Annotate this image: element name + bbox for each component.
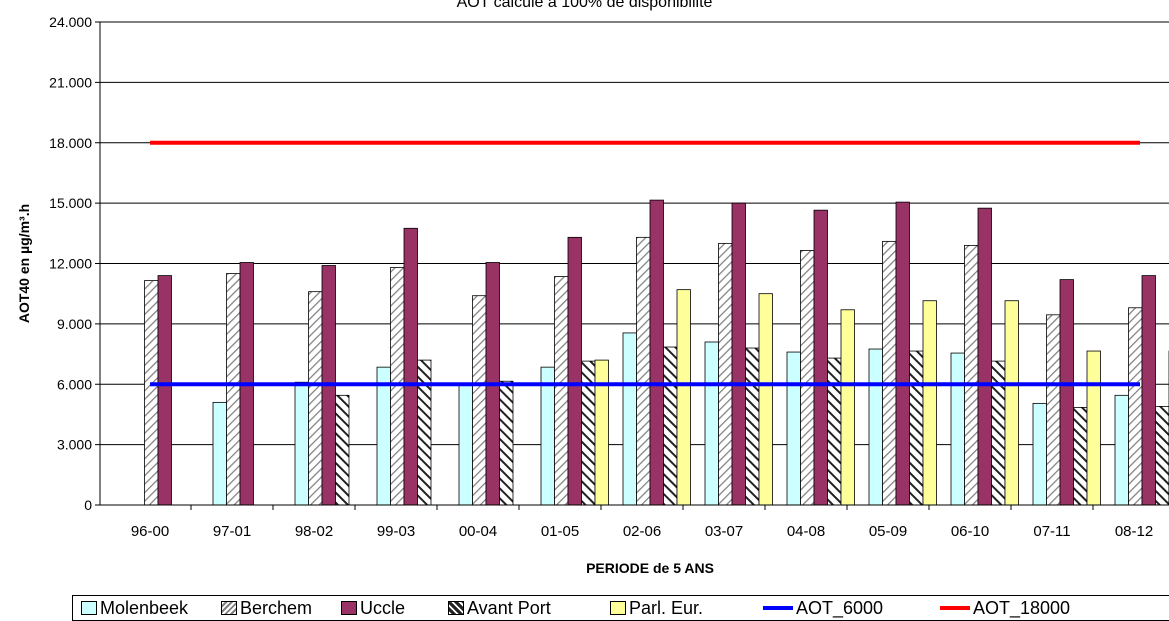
bar-molenbeek xyxy=(705,342,719,505)
bar-uccle xyxy=(650,200,664,505)
legend-label: AOT_6000 xyxy=(796,598,883,619)
bar-parl-eur- xyxy=(923,301,937,505)
x-tick-label: 03-07 xyxy=(705,523,743,540)
bar-molenbeek xyxy=(377,367,391,505)
y-tick-label: 15.000 xyxy=(49,195,92,211)
legend-label: Avant Port xyxy=(467,598,551,619)
legend-label: Parl. Eur. xyxy=(629,598,703,619)
legend-line xyxy=(763,606,793,610)
legend-item-avant-port: Avant Port xyxy=(448,597,551,619)
bar-berchem xyxy=(719,243,733,505)
legend: Molenbeek Berchem Uccle Avant Port Parl. Eur… xyxy=(72,595,1169,621)
legend-item-uccle: Uccle xyxy=(341,597,405,619)
x-tick-label: 99-03 xyxy=(377,523,415,540)
legend-item-molenbeek: Molenbeek xyxy=(81,597,188,619)
bar-molenbeek xyxy=(869,349,883,505)
y-tick-label: 24.000 xyxy=(49,14,92,30)
chart-area: 0 3.000 6.000 9.000 12.000 15.000 18.000 21.000… xyxy=(0,0,1169,595)
bar-berchem xyxy=(227,274,241,505)
bar-parl-eur- xyxy=(677,290,691,505)
bar-avant-port xyxy=(418,360,432,505)
bar-uccle xyxy=(978,208,992,505)
bar-berchem xyxy=(1129,308,1143,505)
x-tick-label: 98-02 xyxy=(295,523,333,540)
legend-item-berchem: Berchem xyxy=(221,597,312,619)
bar-uccle xyxy=(1060,280,1074,505)
legend-label: Berchem xyxy=(240,598,312,619)
legend-label: Uccle xyxy=(360,598,405,619)
legend-label: Molenbeek xyxy=(100,598,188,619)
legend-swatch xyxy=(610,601,626,615)
bar-molenbeek xyxy=(1033,403,1047,505)
bar-molenbeek xyxy=(623,333,637,505)
x-tick-label: 01-05 xyxy=(541,523,579,540)
x-tick-label: 00-04 xyxy=(459,523,497,540)
y-tick-label: 9.000 xyxy=(57,316,92,332)
bar-molenbeek xyxy=(951,353,965,505)
bar-berchem xyxy=(883,241,897,505)
bar-berchem xyxy=(965,245,979,505)
legend-swatch xyxy=(81,601,97,615)
bar-uccle xyxy=(732,203,746,505)
x-tick-label: 96-00 xyxy=(131,523,169,540)
bar-berchem xyxy=(637,237,651,505)
bar-parl-eur- xyxy=(759,294,773,505)
legend-item-aot-18000: AOT_18000 xyxy=(940,597,1070,619)
bar-uccle xyxy=(814,210,828,505)
y-tick-label: 18.000 xyxy=(49,135,92,151)
x-tick-label: 06-10 xyxy=(951,523,989,540)
bar-berchem xyxy=(801,250,815,505)
bar-avant-port xyxy=(746,348,760,505)
bar-molenbeek xyxy=(541,367,555,505)
bar-parl-eur- xyxy=(1087,351,1101,505)
bar-berchem xyxy=(145,281,159,505)
bar-molenbeek xyxy=(787,352,801,505)
bar-uccle xyxy=(896,202,910,505)
x-tick-label: 08-12 xyxy=(1115,523,1153,540)
bar-uccle xyxy=(568,237,582,505)
bar-parl-eur- xyxy=(841,310,855,505)
y-tick-label: 12.000 xyxy=(49,256,92,272)
bar-avant-port xyxy=(664,347,678,505)
bar-molenbeek xyxy=(1115,395,1129,505)
bar-berchem xyxy=(391,268,405,505)
legend-label: AOT_18000 xyxy=(973,598,1070,619)
y-axis-title: AOT40 en µg/m³.h xyxy=(16,204,32,323)
bar-berchem xyxy=(1047,315,1061,505)
bar-avant-port xyxy=(1156,406,1169,505)
bar-berchem xyxy=(473,296,487,505)
y-tick-label: 21.000 xyxy=(49,74,92,90)
legend-item-parl-eur-: Parl. Eur. xyxy=(610,597,703,619)
bar-uccle xyxy=(404,228,418,505)
bar-uccle xyxy=(158,276,172,505)
y-tick-label: 0 xyxy=(84,497,92,513)
bar-avant-port xyxy=(1074,407,1088,505)
x-tick-label: 05-09 xyxy=(869,523,907,540)
x-tick-label: 02-06 xyxy=(623,523,661,540)
legend-swatch xyxy=(341,601,357,615)
bar-parl-eur- xyxy=(1005,301,1019,505)
bar-molenbeek xyxy=(213,402,227,505)
legend-item-aot-6000: AOT_6000 xyxy=(763,597,883,619)
bar-molenbeek xyxy=(459,383,473,505)
bar-molenbeek xyxy=(295,382,309,505)
legend-swatch xyxy=(221,601,237,615)
bar-avant-port xyxy=(500,381,514,505)
bar-berchem xyxy=(309,292,323,505)
y-tick-label: 3.000 xyxy=(57,437,92,453)
bar-avant-port xyxy=(910,351,924,505)
bar-avant-port xyxy=(336,395,350,505)
bar-parl-eur- xyxy=(595,360,609,505)
legend-line xyxy=(940,606,970,610)
x-tick-label: 97-01 xyxy=(213,523,251,540)
x-tick-label: 04-08 xyxy=(787,523,825,540)
legend-swatch xyxy=(448,601,464,615)
bar-avant-port xyxy=(828,358,842,505)
y-tick-label: 6.000 xyxy=(57,376,92,392)
bar-uccle xyxy=(1142,276,1156,505)
bar-berchem xyxy=(555,277,569,505)
x-axis-title: PERIODE de 5 ANS xyxy=(586,560,714,576)
x-tick-label: 07-11 xyxy=(1033,523,1070,540)
